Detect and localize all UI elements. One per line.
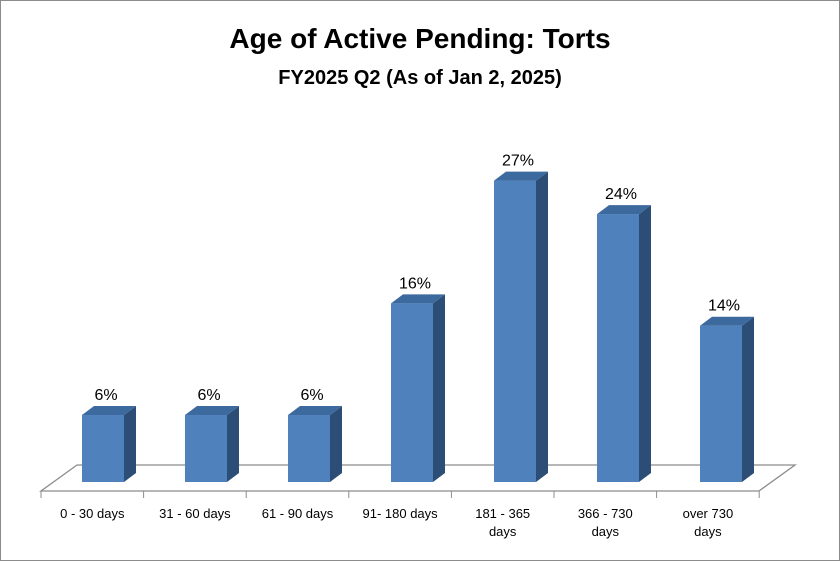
bar xyxy=(597,205,651,482)
bar-top xyxy=(494,171,548,181)
data-label: 14% xyxy=(708,298,740,315)
x-tick-label: 61 - 90 days xyxy=(262,506,334,521)
bar-side xyxy=(330,406,342,482)
bars-group xyxy=(82,171,754,482)
bar-top xyxy=(700,316,754,326)
bar-top xyxy=(597,205,651,215)
x-tick-label: 91- 180 days xyxy=(363,506,439,521)
data-label: 6% xyxy=(300,387,323,404)
labels-group: 6% 0 - 30 days 6% 31 - 60 days 6% 61 - 90 day… xyxy=(40,153,760,539)
bar-top xyxy=(82,406,136,416)
bar-front xyxy=(700,325,742,482)
data-label: 27% xyxy=(502,153,534,170)
x-tick-label: over 730 xyxy=(683,506,734,521)
chart-floor xyxy=(38,464,798,492)
bar xyxy=(494,171,548,482)
bar xyxy=(288,406,342,482)
bar-front xyxy=(185,415,227,482)
chart-subtitle: FY2025 Q2 (As of Jan 2, 2025) xyxy=(278,67,562,89)
x-tick-label: 0 - 30 days xyxy=(60,506,125,521)
x-tick-label: days xyxy=(592,524,620,539)
data-label: 16% xyxy=(399,275,431,292)
bar-side xyxy=(742,316,754,482)
bar-side xyxy=(536,171,548,482)
data-label: 6% xyxy=(94,387,117,404)
bar-side xyxy=(124,406,136,482)
data-label: 6% xyxy=(197,387,220,404)
x-tick-label: 31 - 60 days xyxy=(159,506,231,521)
bar xyxy=(391,294,445,482)
bar xyxy=(185,406,239,482)
x-tick-label: days xyxy=(489,524,517,539)
bar-side xyxy=(639,205,651,482)
x-tick-label: 366 - 730 xyxy=(578,506,633,521)
bar-front xyxy=(597,214,639,482)
data-label: 24% xyxy=(605,186,637,203)
bar-front xyxy=(494,180,536,482)
bar-top xyxy=(288,406,342,416)
bar xyxy=(700,316,754,482)
bar-side xyxy=(433,294,445,482)
bar xyxy=(82,406,136,482)
bar-front xyxy=(288,415,330,482)
bar-top xyxy=(185,406,239,416)
bar-top xyxy=(391,294,445,304)
x-tick-label: 181 - 365 xyxy=(475,506,530,521)
bar-side xyxy=(227,406,239,482)
chart-title: Age of Active Pending: Torts xyxy=(229,23,611,54)
bar-front xyxy=(391,303,433,482)
x-tick-label: days xyxy=(694,524,722,539)
bar-front xyxy=(82,415,124,482)
